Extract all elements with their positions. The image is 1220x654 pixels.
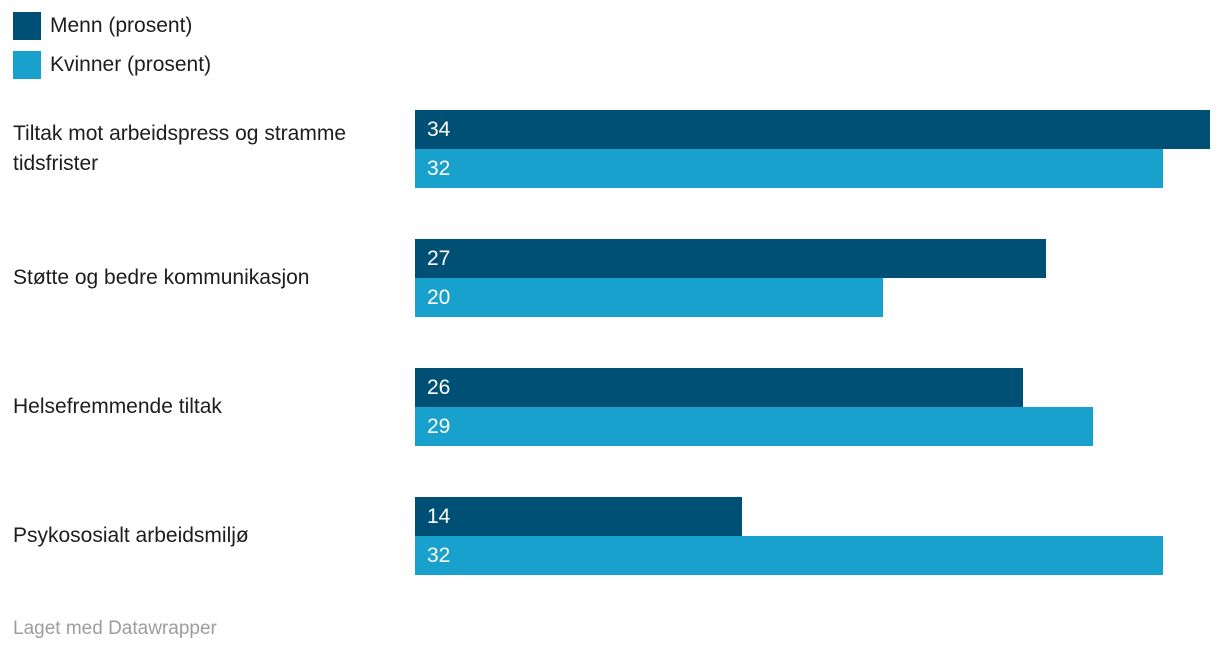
bar-value-label: 20 <box>427 286 451 309</box>
bar-kvinner: 32 <box>415 149 1164 188</box>
bar-value-label: 26 <box>427 376 451 399</box>
legend-label-kvinner: Kvinner (prosent) <box>50 53 212 76</box>
bar-value-label: 32 <box>427 544 451 567</box>
bar-kvinner: 32 <box>415 536 1164 575</box>
chart-row: Helsefremmende tiltak 26 29 <box>13 368 1210 446</box>
chart-row: Støtte og bedre kommunikasjon 27 20 <box>13 239 1210 317</box>
bar-group: 27 20 <box>415 239 1210 317</box>
legend: Menn (prosent) Kvinner (prosent) <box>13 11 1210 79</box>
legend-item-kvinner: Kvinner (prosent) <box>13 50 1210 79</box>
legend-swatch-menn <box>13 11 41 40</box>
bar-kvinner: 29 <box>415 407 1094 446</box>
chart-row: Tiltak mot arbeidspress og stramme tidsf… <box>13 110 1210 188</box>
chart-row: Psykososialt arbeidsmiljø 14 32 <box>13 497 1210 575</box>
bar-group: 26 29 <box>415 368 1210 446</box>
legend-swatch-kvinner <box>13 50 41 79</box>
bar-value-label: 34 <box>427 118 451 141</box>
category-label: Psykososialt arbeidsmiljø <box>13 524 249 547</box>
bar-menn: 34 <box>415 110 1210 149</box>
bar-menn: 14 <box>415 497 743 536</box>
legend-label-menn: Menn (prosent) <box>50 14 193 37</box>
bar-value-label: 32 <box>427 157 451 180</box>
bar-menn: 26 <box>415 368 1023 407</box>
bar-group: 14 32 <box>415 497 1210 575</box>
legend-item-menn: Menn (prosent) <box>13 11 1210 40</box>
bar-menn: 27 <box>415 239 1047 278</box>
category-label: Tiltak mot arbeidspress og stramme tidsf… <box>13 122 346 175</box>
bar-value-label: 29 <box>427 415 451 438</box>
bar-kvinner: 20 <box>415 278 883 317</box>
bar-value-label: 27 <box>427 247 451 270</box>
datawrapper-credit: Laget med Datawrapper <box>13 618 217 639</box>
grouped-bar-chart: Tiltak mot arbeidspress og stramme tidsf… <box>13 110 1210 575</box>
bar-group: 34 32 <box>415 110 1210 188</box>
category-label: Helsefremmende tiltak <box>13 395 222 418</box>
bar-value-label: 14 <box>427 505 451 528</box>
category-label: Støtte og bedre kommunikasjon <box>13 266 310 289</box>
